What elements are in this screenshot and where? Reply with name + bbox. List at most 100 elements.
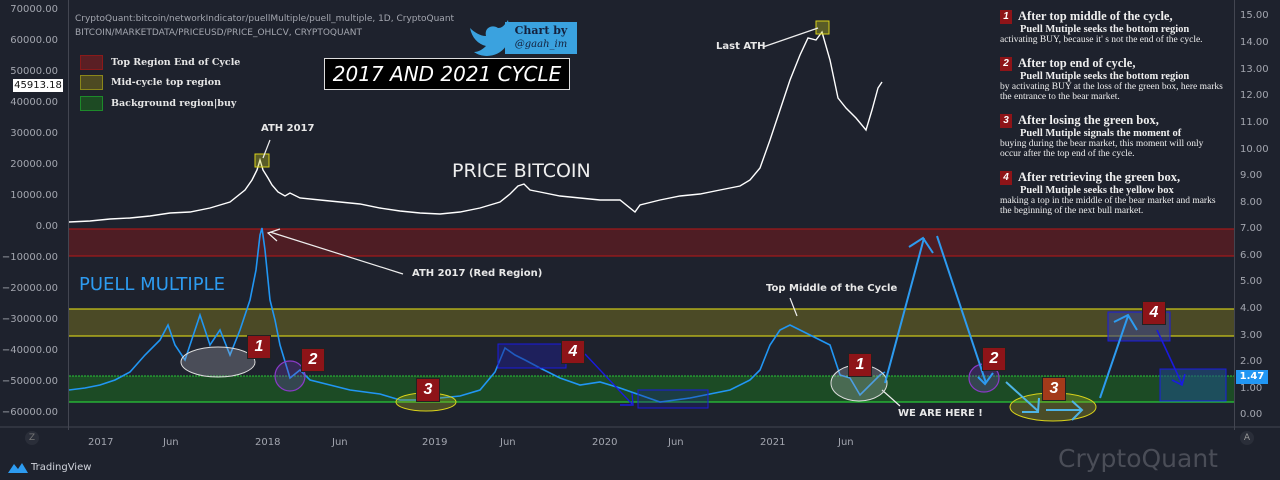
legend-mid-region: Mid-cycle top region	[80, 75, 221, 90]
cryptoquant-watermark: CryptoQuant	[1058, 444, 1218, 473]
note-subheading: Puell Mutiple signals the moment of	[1020, 128, 1182, 139]
left-axis-tick: 30000.00	[10, 128, 58, 139]
source-line-2: BITCOIN/MARKETDATA/PRICEUSD/PRICE_OHLCV,…	[75, 28, 362, 38]
puell-badge: 1.47	[1236, 370, 1268, 384]
marker-2-projected: 2	[982, 347, 1006, 371]
left-axis-tick: 50000.00	[10, 66, 58, 77]
credit-box: Chart by @gaah_im	[505, 22, 577, 54]
right-axis-tick: 14.00	[1240, 37, 1269, 48]
price-badge: 45913.18	[13, 79, 63, 92]
x-axis-tick: Jun	[163, 437, 179, 448]
x-axis-tick: Jun	[668, 437, 684, 448]
legend-label: Mid-cycle top region	[111, 77, 221, 88]
left-axis-tick: −40000.00	[1, 345, 58, 356]
price-bitcoin-label: PRICE BITCOIN	[452, 160, 591, 182]
legend-label: Background region|buy	[111, 98, 237, 109]
marker-1: 1	[247, 335, 271, 359]
right-axis-tick: 4.00	[1240, 303, 1263, 314]
x-axis-tick: 2020	[592, 437, 618, 448]
note-3: 3 After losing the green box, Puell Mutip…	[1000, 114, 1225, 159]
right-axis-tick: 3.00	[1240, 330, 1263, 341]
note-body: activating BUY, because it' s not the en…	[1000, 35, 1203, 45]
note-heading: After top end of cycle,	[1018, 56, 1136, 70]
legend-label: Top Region End of Cycle	[111, 57, 241, 68]
right-axis-tick: 15.00	[1240, 10, 1269, 21]
right-axis-tick: 13.00	[1240, 64, 1269, 75]
right-axis-tick: 7.00	[1240, 223, 1263, 234]
x-axis-tick: 2021	[760, 437, 786, 448]
note-subheading: Puell Mutiple seeks the bottom region	[1020, 71, 1190, 82]
left-axis-tick: 10000.00	[10, 190, 58, 201]
title-text: 2017 AND 2021 CYCLE	[332, 62, 562, 86]
right-axis-tick: 6.00	[1240, 250, 1263, 261]
note-body: by activating BUY at the loss of the gre…	[1000, 82, 1223, 102]
marker-4: 4	[561, 340, 585, 364]
left-axis-tick: 70000.00	[10, 4, 58, 15]
note-subheading: Puell Mutiple seeks the yellow box	[1020, 185, 1174, 196]
legend-buy-region: Background region|buy	[80, 96, 236, 111]
note-heading: After top middle of the cycle,	[1018, 9, 1173, 23]
left-axis-tick: −60000.00	[1, 407, 58, 418]
marker-1-current: 1	[848, 353, 872, 377]
x-axis-tick: 2018	[255, 437, 281, 448]
note-heading: After retrieving the green box,	[1018, 170, 1181, 184]
we-are-here-label: WE ARE HERE !	[898, 408, 983, 419]
legend-swatch-red	[80, 55, 103, 70]
left-axis-tick: 40000.00	[10, 97, 58, 108]
right-axis-tick: 0.00	[1240, 409, 1263, 420]
x-axis-tick: 2017	[88, 437, 114, 448]
right-axis-tick: 5.00	[1240, 276, 1263, 287]
note-subheading: Puell Mutiple seeks the bottom region	[1020, 24, 1190, 35]
x-axis-tick: 2019	[422, 437, 448, 448]
right-axis-tick: 10.00	[1240, 144, 1269, 155]
tradingview-icon	[8, 458, 28, 477]
marker-3: 3	[416, 378, 440, 402]
puell-multiple-label: PUELL MULTIPLE	[79, 274, 225, 295]
note-heading: After losing the green box,	[1018, 113, 1159, 127]
note-number: 4	[1000, 171, 1012, 185]
note-number: 2	[1000, 57, 1012, 71]
note-body: buying during the bear market, this mome…	[1000, 139, 1204, 159]
x-axis-tick: Jun	[332, 437, 348, 448]
legend-swatch-green	[80, 96, 103, 111]
zoom-reset-button[interactable]: Z	[25, 431, 39, 445]
last-ath-label: Last ATH	[716, 41, 766, 52]
twitter-bird-icon	[468, 16, 516, 64]
left-axis-tick: −10000.00	[1, 252, 58, 263]
left-axis-tick: −50000.00	[1, 376, 58, 387]
legend-swatch-yellow	[80, 75, 103, 90]
note-number: 1	[1000, 10, 1012, 24]
marker-3-projected: 3	[1042, 377, 1066, 401]
right-axis-tick: 2.00	[1240, 356, 1263, 367]
right-axis-tick: 11.00	[1240, 117, 1269, 128]
title-box: 2017 AND 2021 CYCLE	[324, 58, 570, 90]
note-1: 1 After top middle of the cycle, Puell Mu…	[1000, 10, 1225, 45]
chart-canvas[interactable]	[0, 0, 1280, 430]
top-middle-label: Top Middle of the Cycle	[766, 283, 898, 294]
credit-line-1: Chart by	[514, 24, 568, 37]
note-number: 3	[1000, 114, 1012, 128]
right-axis-tick: 9.00	[1240, 170, 1263, 181]
tradingview-text: TradingView	[31, 462, 92, 473]
auto-scale-button[interactable]: A	[1240, 431, 1254, 445]
ath-2017-red-label: ATH 2017 (Red Region)	[412, 268, 543, 279]
marker-2: 2	[301, 348, 325, 372]
note-4: 4 After retrieving the green box, Puell M…	[1000, 171, 1225, 216]
left-axis-line	[68, 0, 69, 430]
note-2: 2 After top end of cycle, Puell Mutiple s…	[1000, 57, 1225, 102]
right-axis-line	[1234, 0, 1235, 430]
left-axis-tick: −30000.00	[1, 314, 58, 325]
left-axis-tick: 60000.00	[10, 35, 58, 46]
note-body: making a top in the middle of the bear m…	[1000, 196, 1216, 216]
credit-line-2: @gaah_im	[514, 39, 568, 50]
source-line-1: CryptoQuant:bitcoin/networkIndicator/pue…	[75, 14, 455, 24]
ath-2017-label: ATH 2017	[261, 123, 315, 134]
x-axis-tick: Jun	[838, 437, 854, 448]
right-axis-tick: 1.00	[1240, 383, 1263, 394]
marker-4-projected: 4	[1142, 301, 1166, 325]
x-axis-tick: Jun	[500, 437, 516, 448]
right-axis-tick: 8.00	[1240, 197, 1263, 208]
right-axis-tick: 12.00	[1240, 90, 1269, 101]
left-axis-tick: 0.00	[35, 221, 58, 232]
tradingview-logo[interactable]: TradingView	[8, 458, 91, 477]
